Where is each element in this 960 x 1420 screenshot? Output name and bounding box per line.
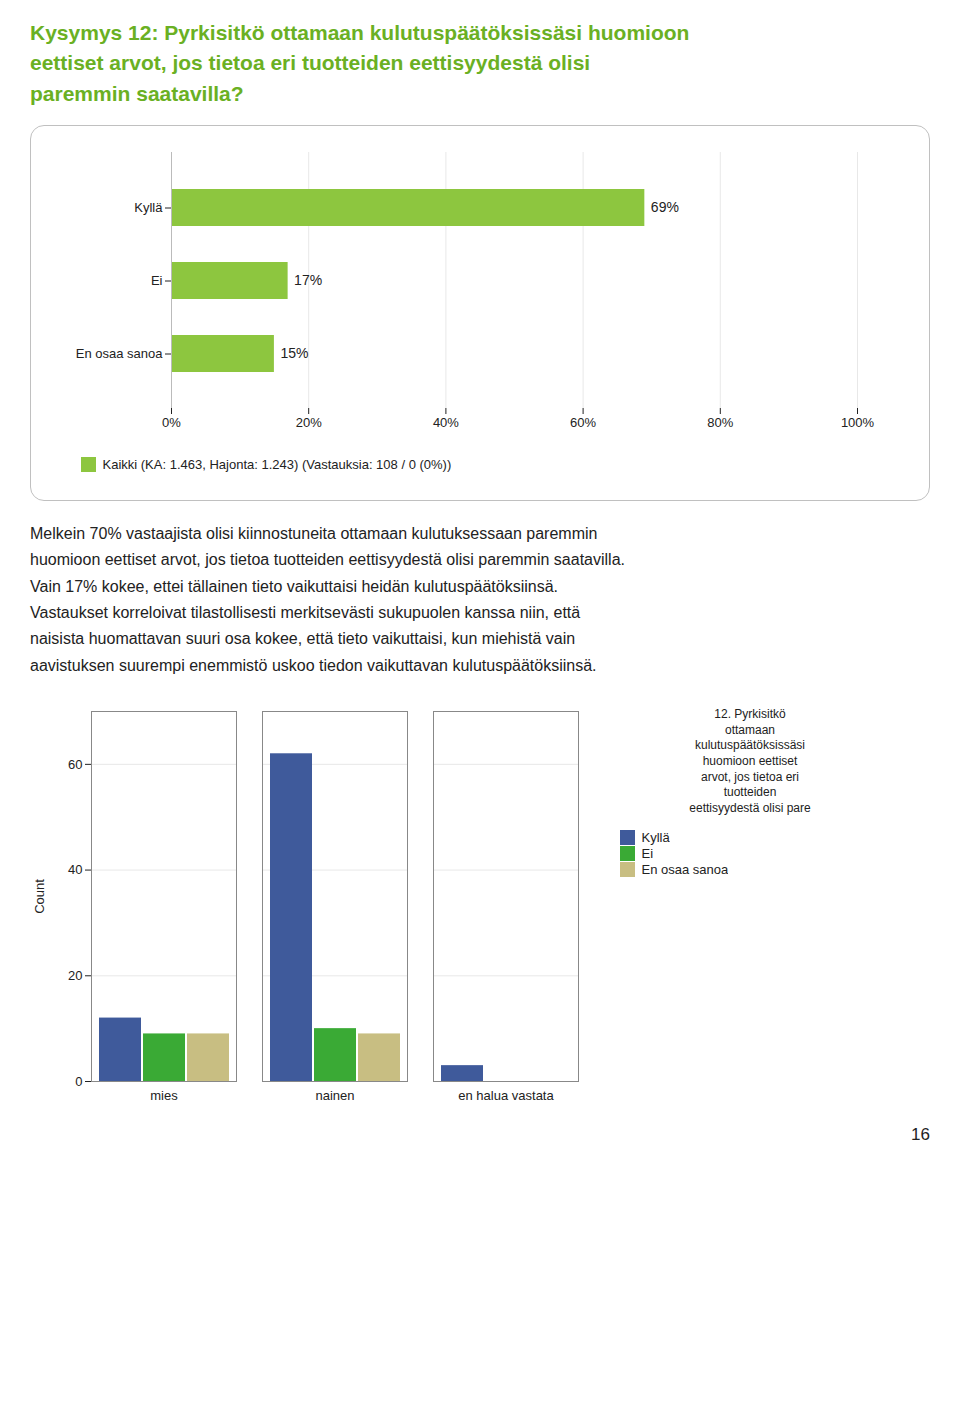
svg-text:mies: mies	[150, 1088, 178, 1103]
svg-text:Count: Count	[32, 879, 47, 914]
html-text:12. Pyrkisitkö ottamaan kulutu: 12. Pyrkisitkö ottamaan kulutuspäätöksis…	[689, 707, 811, 815]
svg-text:15%: 15%	[280, 346, 308, 362]
svg-text:60: 60	[68, 757, 82, 772]
html-text:Melkein 70% vastaajista olisi: Melkein 70% vastaajista olisi kiinnostun…	[30, 524, 598, 542]
html-text:Kaikki (KA: 1.463, Hajonta: 1.: Kaikki (KA: 1.463, Hajonta: 1.243) (Vast…	[102, 457, 452, 473]
svg-text:Ei: Ei	[151, 273, 163, 288]
html-text:En osaa sanoa: En osaa sanoa	[641, 862, 729, 878]
svg-text:40: 40	[68, 862, 82, 877]
html-text:aavistuksen suurempi enemmistö: aavistuksen suurempi enemmistö uskoo tie…	[30, 656, 597, 674]
svg-text:80%: 80%	[707, 415, 733, 430]
html-text:Kyllä: Kyllä	[641, 830, 670, 846]
html-text:Vastaukset korreloivat tilasto: Vastaukset korreloivat tilastollisesti m…	[30, 604, 581, 621]
svg-text:60%: 60%	[570, 415, 596, 430]
html-text:huomioon eettiset arvot, jos t: huomioon eettiset arvot, jos tietoa tuot…	[30, 551, 625, 569]
html-text:Kysymys 12: Pyrkisitkö ottamaa: Kysymys 12: Pyrkisitkö ottamaan kulutusp…	[30, 21, 690, 105]
html-text:naisista huomattavan suuri osa: naisista huomattavan suuri osa kokee, et…	[30, 630, 576, 648]
svg-text:40%: 40%	[433, 415, 459, 430]
svg-text:69%: 69%	[651, 200, 679, 216]
svg-text:0%: 0%	[162, 415, 181, 430]
svg-text:en halua vastata: en halua vastata	[458, 1088, 554, 1103]
svg-text:17%: 17%	[294, 273, 322, 289]
svg-text:En osaa sanoa: En osaa sanoa	[76, 346, 164, 361]
svg-text:20%: 20%	[296, 415, 322, 430]
html-text:16: 16	[911, 1125, 930, 1145]
html-text:Ei: Ei	[641, 846, 654, 862]
html-text:Vain 17% kokee, ettei tällaine: Vain 17% kokee, ettei tällainen tieto va…	[30, 577, 558, 595]
svg-text:100%: 100%	[841, 415, 875, 430]
svg-text:20: 20	[68, 968, 82, 983]
svg-text:Kyllä: Kyllä	[134, 200, 163, 215]
svg-text:nainen: nainen	[315, 1088, 354, 1103]
svg-text:0: 0	[75, 1074, 82, 1089]
